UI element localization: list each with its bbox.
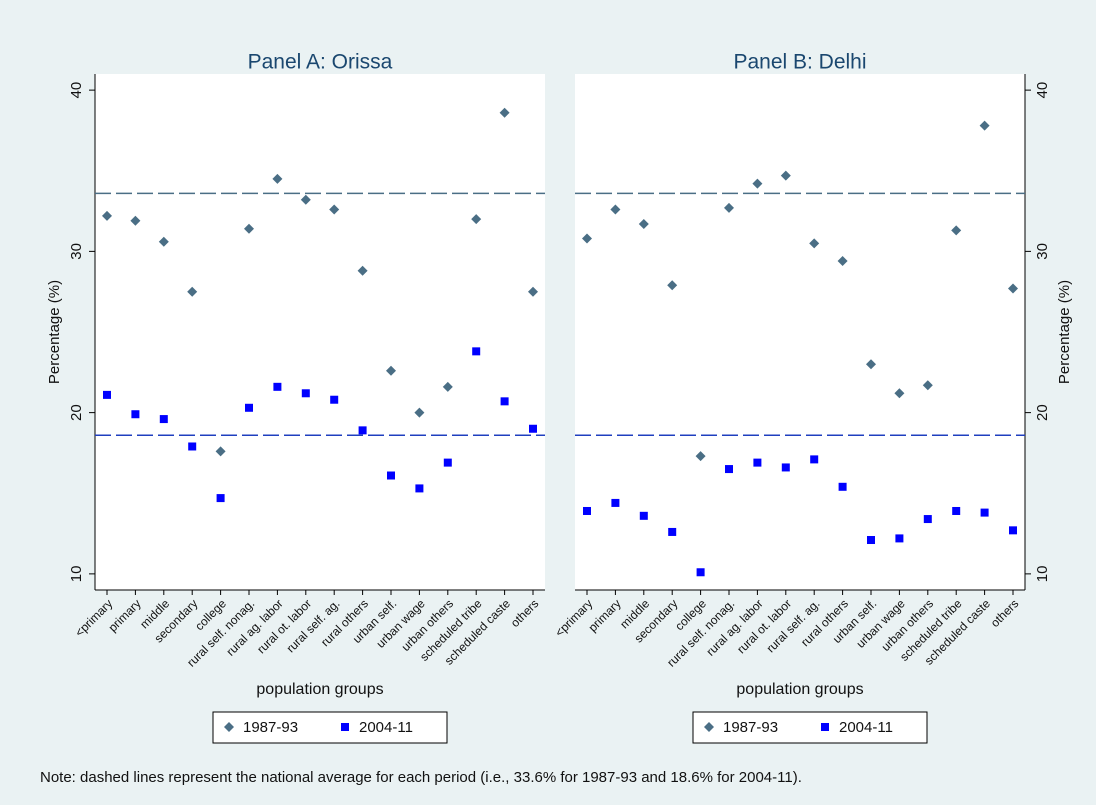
diamond-marker <box>780 170 791 181</box>
square-marker <box>273 382 282 391</box>
diamond-marker <box>724 202 734 213</box>
diamond-marker <box>499 107 510 118</box>
square-marker <box>781 463 790 472</box>
square-marker <box>725 465 733 474</box>
plot-area <box>95 74 545 590</box>
square-marker <box>188 442 197 451</box>
note: Note: dashed lines represent the nationa… <box>40 769 802 786</box>
square-marker <box>159 415 168 424</box>
square-marker <box>216 494 225 503</box>
y-axis-title: Percentage (%) <box>46 280 63 384</box>
diamond-marker <box>582 233 592 244</box>
square-marker <box>668 527 677 536</box>
legend-label: 2004-11 <box>359 719 413 736</box>
square-marker <box>387 471 395 480</box>
y-tick-label: 10 <box>1034 566 1051 583</box>
square-marker <box>838 482 847 491</box>
square-marker <box>1009 526 1017 535</box>
diamond-marker <box>752 178 763 189</box>
square-marker <box>415 484 424 493</box>
square-marker <box>810 455 819 464</box>
x-axis-title: population groups <box>256 681 383 698</box>
square-marker <box>611 498 620 507</box>
diamond-marker <box>837 256 848 267</box>
diamond-marker <box>130 215 141 226</box>
diamond-marker <box>102 210 112 221</box>
diamond-marker <box>809 238 820 249</box>
panel-title: Panel A: Orissa <box>248 51 393 74</box>
diamond-marker <box>442 381 453 392</box>
diamond-marker <box>528 286 538 297</box>
y-tick-label: 40 <box>68 82 85 99</box>
square-marker <box>245 403 253 412</box>
diamond-marker <box>386 365 396 376</box>
square-marker <box>867 536 875 545</box>
diamond-marker <box>610 204 621 215</box>
square-marker <box>358 426 367 435</box>
square-marker <box>753 458 762 467</box>
diamond-marker <box>215 446 226 457</box>
legend-label: 2004-11 <box>839 719 893 736</box>
square-marker <box>529 424 537 433</box>
square-marker <box>500 397 509 406</box>
square-marker <box>980 508 989 517</box>
diamond-marker <box>695 451 706 462</box>
legend-marker <box>821 723 829 731</box>
square-marker <box>131 410 140 419</box>
square-marker <box>103 390 111 399</box>
x-axis-title: population groups <box>736 681 863 698</box>
y-tick-label: 40 <box>1034 82 1051 99</box>
legend-marker <box>224 722 234 732</box>
legend-label: 1987-93 <box>243 719 298 736</box>
y-tick-label: 30 <box>1034 243 1051 260</box>
diamond-marker <box>300 194 311 205</box>
diamond-marker <box>638 218 649 229</box>
diamond-marker <box>866 359 876 370</box>
square-marker <box>443 458 452 467</box>
diamond-marker <box>244 223 254 234</box>
diamond-marker <box>471 214 482 225</box>
diamond-marker <box>187 286 198 297</box>
y-axis-title: Percentage (%) <box>1056 280 1073 384</box>
square-marker <box>583 506 591 515</box>
y-tick-label: 20 <box>1034 404 1051 421</box>
square-marker <box>472 347 481 356</box>
diamond-marker <box>1008 283 1018 294</box>
legend-box <box>692 711 928 744</box>
square-marker <box>639 511 648 520</box>
diamond-marker <box>357 265 368 276</box>
square-marker <box>696 568 705 577</box>
legend-marker <box>341 723 349 731</box>
legend-label: 1987-93 <box>723 719 778 736</box>
diamond-marker <box>894 388 905 399</box>
y-tick-label: 10 <box>68 566 85 583</box>
y-tick-label: 20 <box>68 404 85 421</box>
diamond-marker <box>979 120 990 131</box>
y-tick-label: 30 <box>68 243 85 260</box>
diamond-marker <box>329 204 340 215</box>
diamond-marker <box>667 280 678 291</box>
diamond-marker <box>272 173 283 184</box>
diamond-marker <box>922 380 933 391</box>
square-marker <box>895 534 904 543</box>
diamond-marker <box>158 236 169 247</box>
square-marker <box>301 389 310 398</box>
square-marker <box>330 395 339 404</box>
diamond-marker <box>414 407 425 418</box>
legend-marker <box>704 722 714 732</box>
square-marker <box>952 506 961 515</box>
plot-area <box>575 74 1025 590</box>
diamond-marker <box>951 225 962 236</box>
square-marker <box>923 515 932 524</box>
legend-box <box>212 711 448 744</box>
panel-title: Panel B: Delhi <box>733 51 866 74</box>
